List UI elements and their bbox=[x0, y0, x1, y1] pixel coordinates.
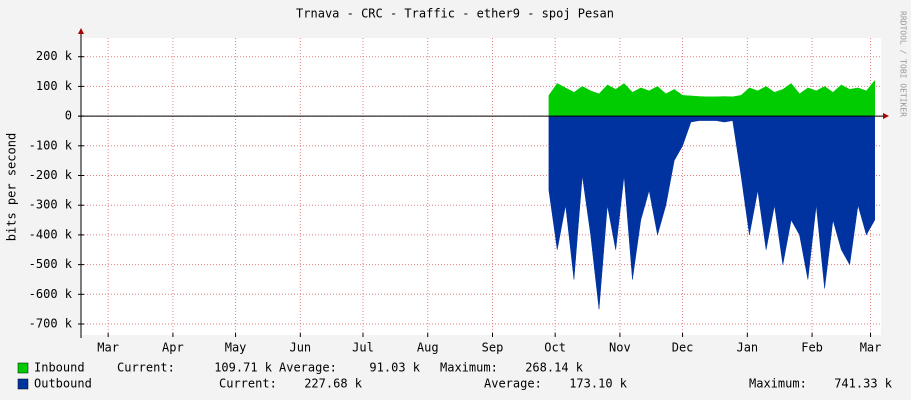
areas bbox=[78, 79, 883, 310]
labels: 200 k 100 k 0 -100 k -200 k -300 k -400 k -500 … bbox=[29, 49, 882, 354]
x-tick-label: May bbox=[225, 341, 247, 355]
stat-label: Average: bbox=[279, 361, 337, 375]
y-axis-label: bits per second bbox=[5, 133, 19, 241]
x-tick-label: Jun bbox=[289, 341, 311, 355]
y-tick-label: -200 k bbox=[29, 168, 73, 182]
y-tick-label: -700 k bbox=[29, 317, 73, 331]
area bbox=[548, 79, 875, 117]
x-tick-label: Dec bbox=[672, 341, 694, 355]
y-tick-label: -100 k bbox=[29, 138, 73, 152]
stat-label: Current: bbox=[219, 377, 277, 391]
y-arrow bbox=[78, 28, 84, 34]
x-tick-label: Apr bbox=[162, 341, 184, 355]
stat-value: 109.71 k bbox=[214, 361, 273, 375]
y-tick-label: 200 k bbox=[36, 49, 73, 63]
chart-title: Trnava - CRC - Traffic - ether9 - spoj P… bbox=[296, 7, 614, 21]
legend-swatch bbox=[17, 362, 29, 374]
x-tick-label: Mar bbox=[860, 341, 882, 355]
watermark: RRDTOOL / TOBI OETIKER bbox=[899, 11, 908, 117]
y-tick-label: 100 k bbox=[36, 79, 73, 93]
stat-value: 741.33 k bbox=[834, 377, 893, 391]
x-tick-label: Jul bbox=[352, 341, 374, 355]
y-tick-label: -300 k bbox=[29, 198, 73, 212]
x-tick-label: Nov bbox=[609, 341, 631, 355]
stat-value: 173.10 k bbox=[569, 377, 628, 391]
y-tick-label: -600 k bbox=[29, 287, 73, 301]
y-tick-label: -500 k bbox=[29, 257, 73, 271]
x-tick-label: Feb bbox=[801, 341, 823, 355]
stat-value: 91.03 k bbox=[369, 361, 420, 375]
stat-value: 227.68 k bbox=[304, 377, 363, 391]
legend: Inbound Current: 109.71 k Average: 91.03 k Ma… bbox=[17, 361, 893, 391]
x-tick-label: Sep bbox=[482, 341, 504, 355]
stat-label: Maximum: bbox=[749, 377, 807, 391]
stat-value: 268.14 k bbox=[525, 361, 584, 375]
stat-label: Current: bbox=[117, 361, 175, 375]
legend-label: Inbound bbox=[34, 361, 85, 375]
stat-label: Maximum: bbox=[440, 361, 498, 375]
x-tick-label: Mar bbox=[97, 341, 119, 355]
area bbox=[548, 115, 875, 310]
legend-label: Outbound bbox=[34, 377, 92, 391]
legend-swatch bbox=[17, 378, 29, 390]
x-tick-label: Oct bbox=[544, 341, 566, 355]
y-tick-label: -400 k bbox=[29, 227, 73, 241]
x-arrow bbox=[883, 113, 889, 119]
x-tick-label: Jan bbox=[736, 341, 758, 355]
stat-label: Average: bbox=[484, 377, 542, 391]
x-tick-label: Aug bbox=[417, 341, 439, 355]
y-tick-label: 0 bbox=[65, 109, 72, 123]
